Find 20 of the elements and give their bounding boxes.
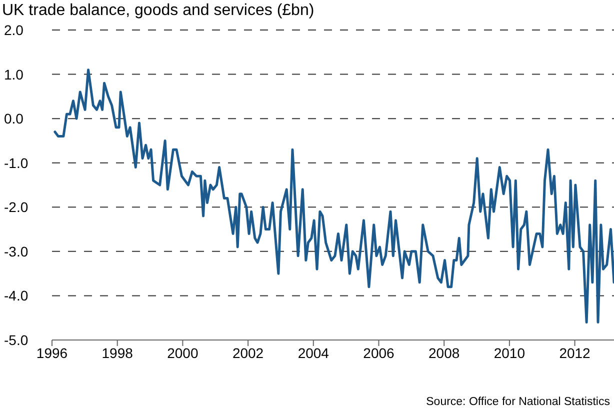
y-tick-label: -4.0 xyxy=(4,288,28,304)
y-tick-label: -1.0 xyxy=(4,154,28,171)
x-tick-label: 1998 xyxy=(102,344,134,361)
x-tick-label: 1996 xyxy=(36,344,68,361)
line-series xyxy=(54,68,614,324)
y-tick-label: 2.0 xyxy=(4,22,24,38)
source-note: Source: Office for National Statistics xyxy=(426,396,610,408)
y-tick-label: 0.0 xyxy=(4,110,24,127)
x-tick-label: 2010 xyxy=(494,344,526,361)
x-tick-label: 2008 xyxy=(428,344,460,361)
y-tick-label: -2.0 xyxy=(4,199,28,216)
x-tick-label: 2000 xyxy=(167,344,198,361)
x-tick-label: 2002 xyxy=(232,344,264,361)
y-tick-label: -5.0 xyxy=(4,332,28,348)
x-tick-label: 2012 xyxy=(559,344,591,361)
x-tick-label: 2004 xyxy=(298,344,330,361)
x-tick-label: 2006 xyxy=(363,344,395,361)
y-tick-label: 1.0 xyxy=(4,66,24,82)
y-tick-label: -3.0 xyxy=(4,243,28,260)
chart-title: UK trade balance, goods and services (£bn) xyxy=(2,2,314,20)
